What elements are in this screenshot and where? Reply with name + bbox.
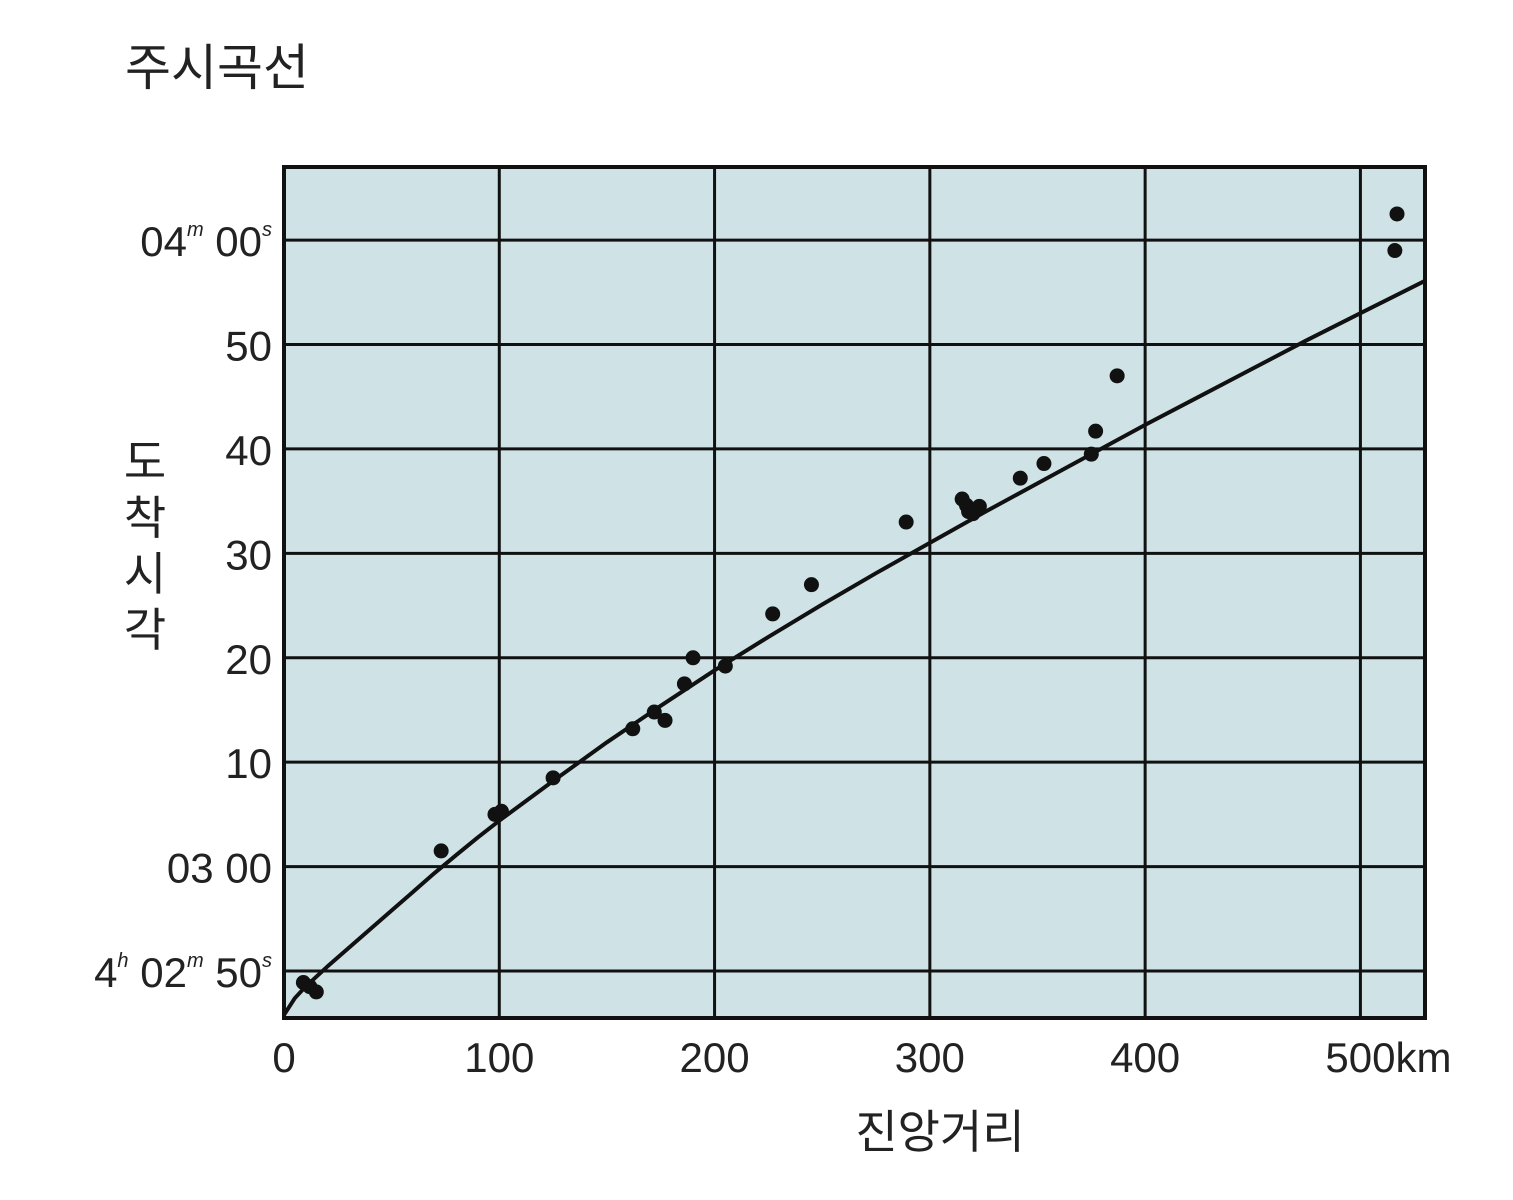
data-point-2 [308,984,324,1000]
data-point-13 [765,606,781,622]
data-points-layer [295,206,1405,1000]
x-tick-labels: 0 100 200 300 400 500km [272,1034,1451,1081]
y-axis-label-char-3: 각 [124,604,166,656]
y-axis-label-char-0: 도 [124,436,166,488]
y-tick-label-5: 40 [225,427,272,474]
data-point-25 [1109,368,1125,384]
plot-frame [282,165,1427,1020]
data-point-3 [433,843,449,859]
data-point-5 [493,803,509,819]
data-point-7 [625,721,641,737]
y-tick-label-4: 30 [225,531,272,578]
chart-title: 주시곡선 [125,40,309,96]
fit-curve [282,279,1426,1016]
plot-area [282,165,1427,1020]
data-point-14 [803,577,819,593]
data-point-22 [1036,456,1052,472]
x-tick-label-0: 0 [272,1034,295,1081]
y-tick-label-6: 50 [225,323,272,370]
y-axis-label-char-1: 착 [124,492,166,544]
x-tick-label-3: 300 [895,1034,965,1081]
data-point-26 [1387,243,1403,259]
data-point-11 [685,650,701,666]
data-point-9 [657,712,673,728]
x-axis-label: 진앙거리 [855,1106,1024,1158]
x-tick-label-5: 500km [1325,1034,1451,1081]
data-point-8 [646,704,662,720]
data-point-23 [1083,446,1099,462]
x-tick-label-1: 100 [464,1034,534,1081]
y-tick-label-2: 10 [225,740,272,787]
data-point-24 [1088,423,1104,439]
y-tick-label-1: 03 00 [167,845,272,892]
x-tick-label-4: 400 [1110,1034,1180,1081]
data-point-6 [545,770,561,786]
y-tick-labels: 4h​ 02m​ 50s​ 03 00 10 20 30 40 50 04m​ 00s​ [94,218,272,996]
data-point-12 [717,658,733,674]
y-tick-label-3: 20 [225,636,272,683]
grid-lines [284,167,1425,1018]
data-point-10 [676,676,692,692]
data-point-21 [1012,470,1028,486]
y-tick-label-0: 4h​ 02m​ 50s​ [94,949,272,996]
data-point-15 [898,514,914,530]
data-point-20 [971,498,987,514]
data-point-27 [1389,206,1405,222]
x-tick-label-2: 200 [680,1034,750,1081]
y-axis-label-char-2: 시 [124,548,166,600]
fit-curve-layer [282,279,1426,1016]
y-tick-label-7: 04m​ 00s​ [140,218,272,265]
